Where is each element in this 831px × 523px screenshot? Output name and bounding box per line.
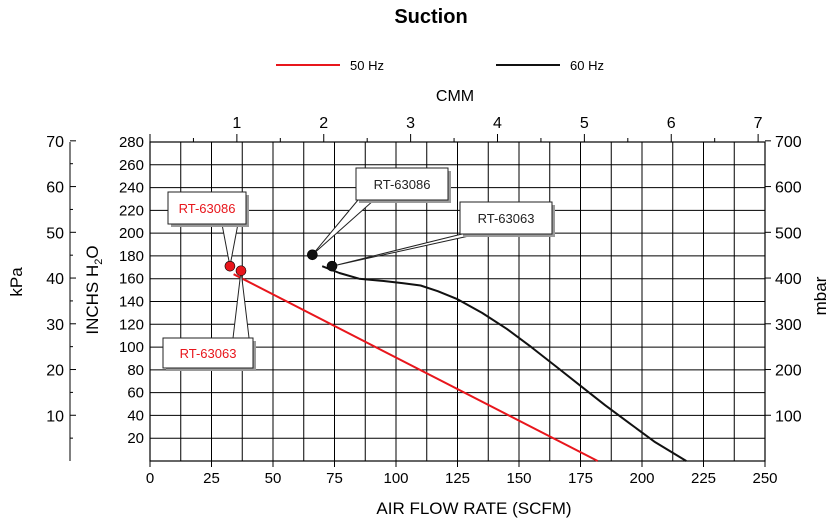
y-axis-label: INCHS H2O — [83, 245, 105, 334]
data-point — [224, 260, 236, 272]
y-tick-label: 40 — [127, 407, 144, 424]
x-tick-label: 50 — [265, 470, 282, 487]
y-tick-label: 180 — [119, 248, 144, 265]
mbar-axis-label: mbar — [811, 276, 830, 315]
legend: 50 Hz 60 Hz — [276, 58, 604, 73]
x-tick-label: 125 — [445, 470, 470, 487]
x-axis-label: AIR FLOW RATE (SCFM) — [376, 499, 571, 518]
x-tick-label: 75 — [326, 470, 343, 487]
kpa-tick-label: 20 — [46, 363, 64, 380]
x-tick-label: 225 — [691, 470, 716, 487]
y-tick-label: 220 — [119, 202, 144, 219]
mbar-tick-label: 100 — [775, 408, 802, 425]
points-layer — [224, 249, 338, 277]
kpa-axis-label: kPa — [7, 267, 26, 297]
axes: 0 25 50 75 100 125 150 175 200 225 250204060801001… — [46, 115, 802, 487]
y-tick-label: 240 — [119, 180, 144, 197]
cmm-tick-label: 4 — [493, 115, 502, 132]
y-tick-label: 280 — [119, 134, 144, 151]
x-tick-label: 150 — [506, 470, 531, 487]
mbar-tick-label: 700 — [775, 134, 802, 151]
callout-box — [162, 337, 254, 369]
mbar-tick-label: 200 — [775, 363, 802, 380]
kpa-tick-label: 50 — [46, 225, 64, 242]
callout-label: RT-63063 — [478, 211, 535, 226]
y-tick-label: 260 — [119, 157, 144, 174]
mbar-tick-label: 500 — [775, 225, 802, 242]
x-tick-label: 25 — [203, 470, 220, 487]
chart-title: Suction — [394, 6, 467, 28]
mbar-tick-label: 400 — [775, 271, 802, 288]
y-tick-label: 60 — [127, 385, 144, 402]
y-tick-label: 200 — [119, 225, 144, 242]
cmm-tick-label: 1 — [232, 115, 241, 132]
legend-label: 60 Hz — [570, 58, 604, 73]
mbar-tick-label: 600 — [775, 180, 802, 197]
series-layer — [233, 265, 687, 462]
x-tick-label: 0 — [146, 470, 154, 487]
kpa-tick-label: 60 — [46, 180, 64, 197]
x-tick-label: 200 — [629, 470, 654, 487]
kpa-tick-label: 10 — [46, 408, 64, 425]
series-line — [233, 273, 599, 462]
y-tick-label: 100 — [119, 339, 144, 356]
callout-leader — [331, 233, 479, 267]
y-tick-label: 120 — [119, 316, 144, 333]
x-tick-label: 175 — [568, 470, 593, 487]
callout-leader — [221, 223, 239, 267]
data-point — [235, 265, 247, 277]
x-tick-label: 100 — [383, 470, 408, 487]
cmm-tick-label: 2 — [319, 115, 328, 132]
data-point — [307, 249, 318, 261]
callout-label: RT-63086 — [179, 201, 236, 216]
series-line — [321, 265, 687, 462]
legend-label: 50 Hz — [350, 58, 384, 73]
y-axis-label-part2: O — [83, 245, 102, 258]
cmm-tick-label: 3 — [406, 115, 415, 132]
callouts: RT-63086 RT-63063 RT-63086 RT-63063 — [162, 167, 555, 371]
callout-box — [167, 191, 247, 225]
cmm-tick-label: 5 — [580, 115, 589, 132]
y-tick-label: 140 — [119, 294, 144, 311]
kpa-tick-label: 40 — [46, 271, 64, 288]
kpa-tick-label: 70 — [46, 134, 64, 151]
y-tick-label: 80 — [127, 362, 144, 379]
mbar-tick-label: 300 — [775, 317, 802, 334]
x-tick-label: 250 — [752, 470, 777, 487]
callout-label: RT-63063 — [180, 346, 237, 361]
y-axis-label-subscript: 2 — [93, 259, 105, 265]
callout-box — [459, 201, 553, 235]
cmm-tick-label: 7 — [754, 115, 763, 132]
top-axis-label: CMM — [436, 88, 474, 105]
y-tick-label: 160 — [119, 271, 144, 288]
callout-label: RT-63086 — [374, 177, 431, 192]
callout-box — [355, 167, 449, 201]
cmm-tick-label: 6 — [667, 115, 676, 132]
data-point — [326, 260, 338, 272]
y-tick-label: 20 — [127, 430, 144, 447]
y-axis-label-part1: INCHS H — [83, 265, 102, 335]
kpa-tick-label: 30 — [46, 317, 64, 334]
